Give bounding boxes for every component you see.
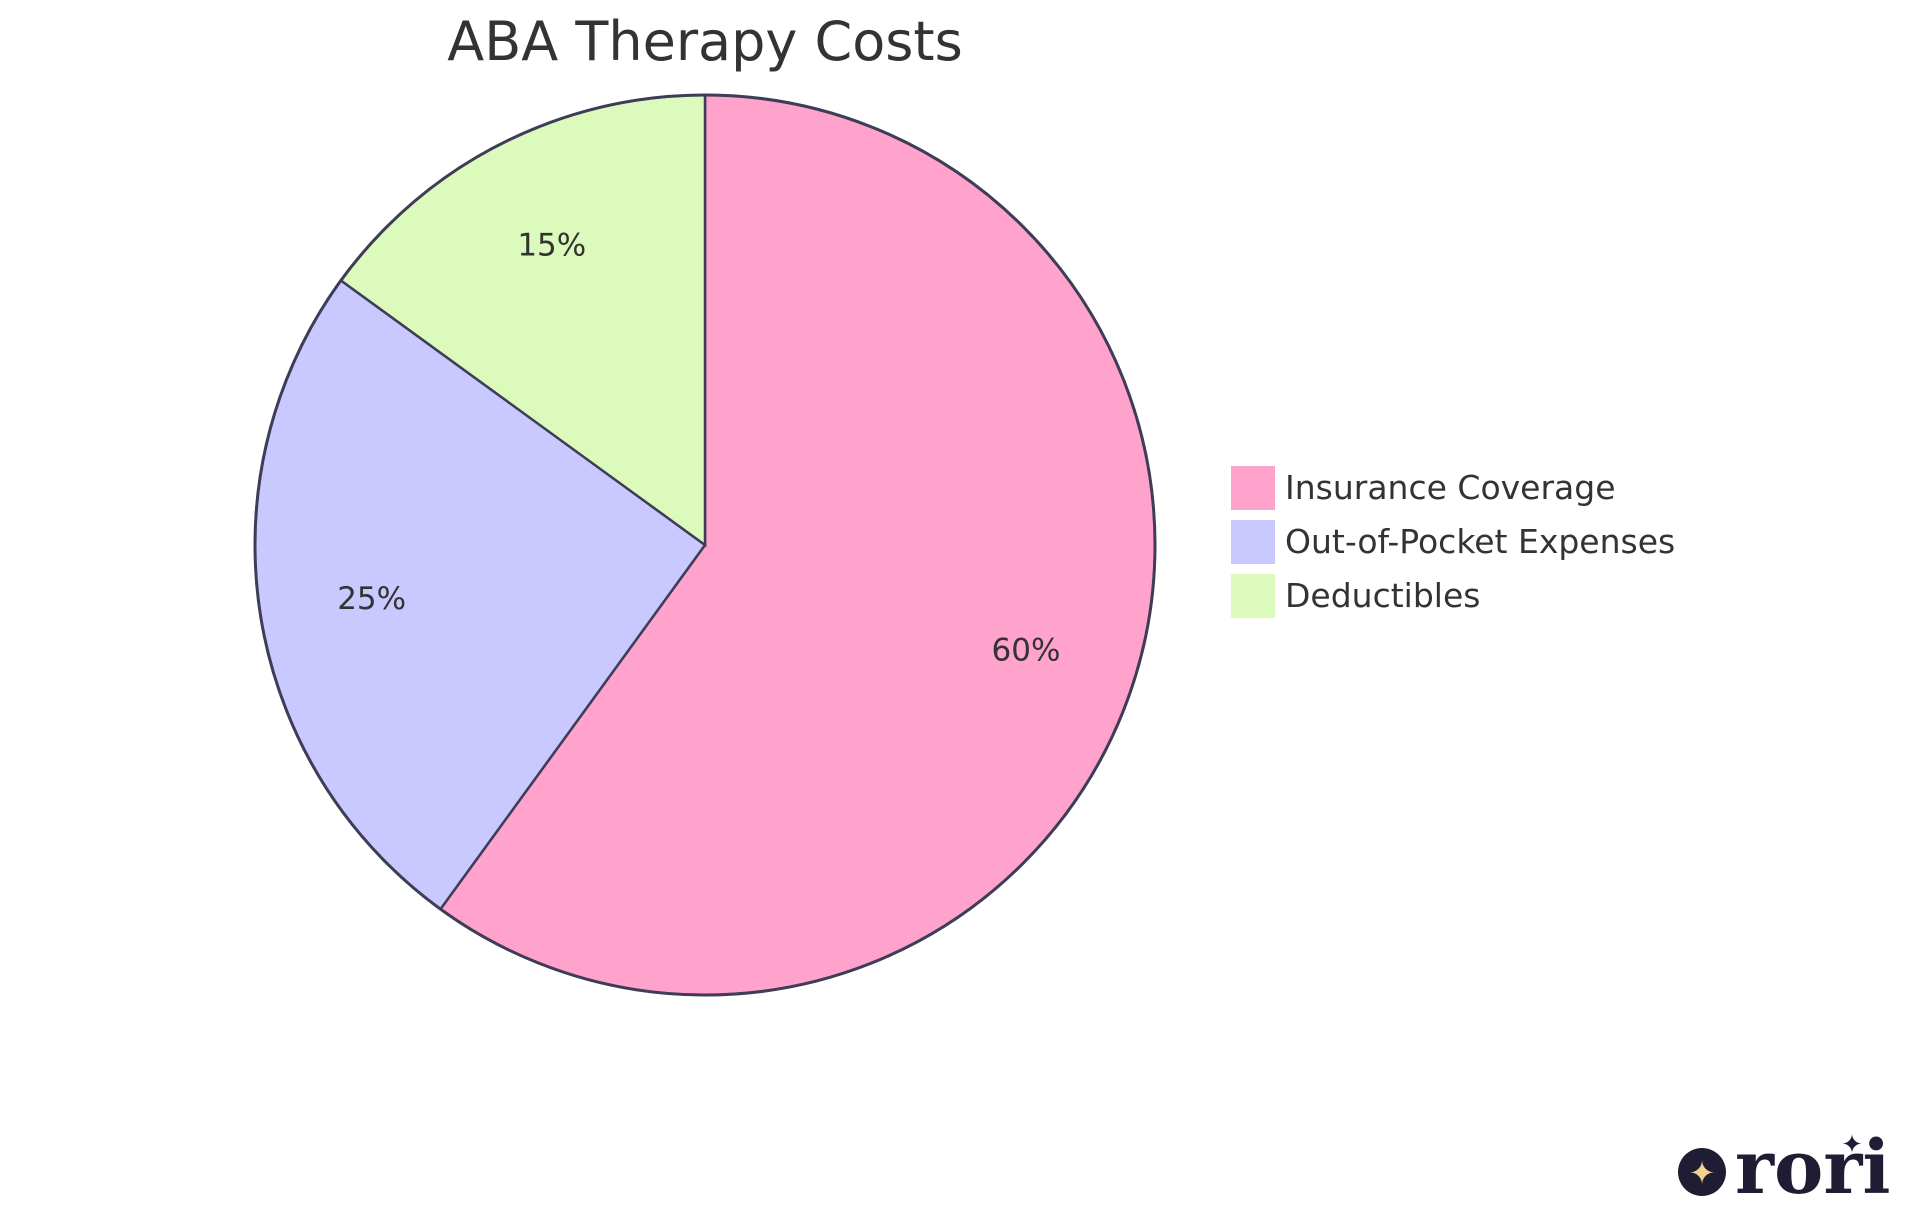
legend-swatch [1231, 520, 1275, 564]
pie-slice-label: 60% [992, 632, 1061, 668]
logo-star-icon: ✦ [1689, 1154, 1716, 1192]
pie-slice-label: 25% [337, 581, 406, 617]
pie-slice-label: 15% [517, 227, 586, 263]
logo-wordmark: rori [1735, 1125, 1890, 1211]
logo-star-badge [1678, 1148, 1726, 1196]
chart-title: ABA Therapy Costs [447, 10, 962, 73]
legend-swatch [1231, 466, 1275, 510]
rori-logo: ✦ rori ✦ [1678, 1125, 1890, 1211]
pie-slices [253, 93, 1157, 997]
legend: Insurance Coverage Out-of-Pocket Expenses… [1231, 466, 1675, 618]
legend-label: Insurance Coverage [1285, 468, 1616, 507]
legend-swatch [1231, 574, 1275, 618]
pie-slice-labels: 60% 25% 15% [337, 227, 1060, 668]
pie-outline [253, 93, 1157, 997]
legend-label: Deductibles [1285, 576, 1480, 615]
logo-sparkle-icon: ✦ [1841, 1130, 1863, 1160]
legend-label: Out-of-Pocket Expenses [1285, 522, 1675, 561]
